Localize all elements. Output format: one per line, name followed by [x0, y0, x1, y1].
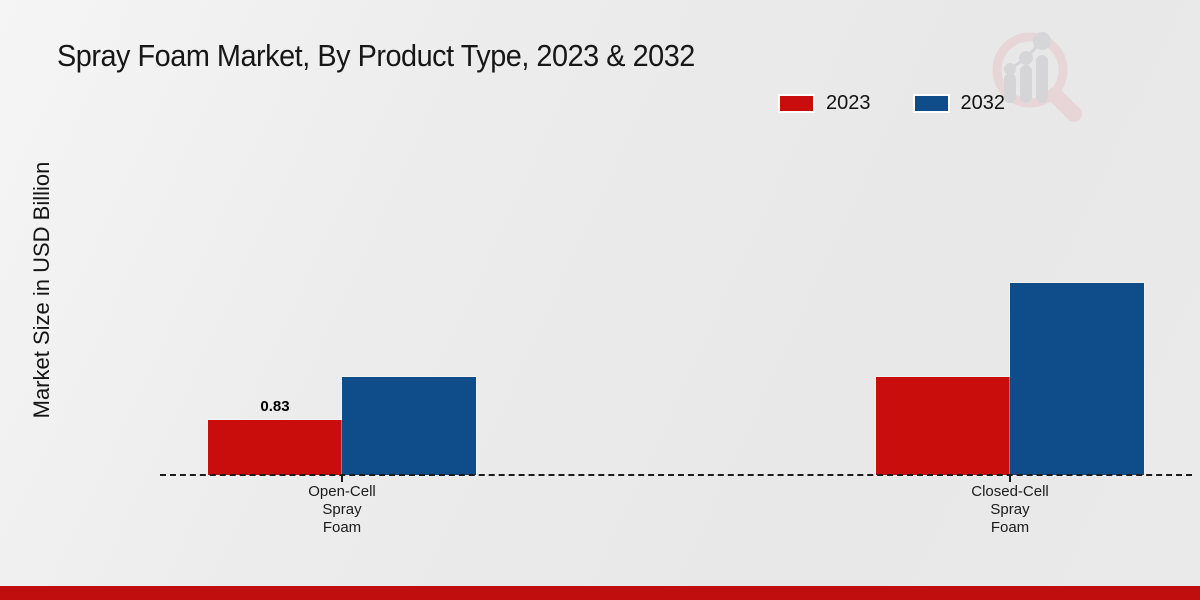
- legend-swatch-2023: [778, 94, 815, 113]
- y-axis-label: Market Size in USD Billion: [29, 161, 54, 419]
- legend-label-2032: 2032: [960, 92, 1006, 114]
- legend-swatch-2032: [912, 94, 950, 113]
- x-axis-tick: [341, 476, 343, 482]
- legend-item-2023: 2023: [778, 92, 871, 115]
- bar-2023-category-1: [876, 377, 1010, 475]
- category-label-0: Open-Cell Spray Foam: [308, 483, 376, 536]
- x-axis-tick: [1009, 476, 1011, 482]
- category-label-1: Closed-Cell Spray Foam: [971, 483, 1049, 536]
- magnifier-growth-chart-logo-icon: [992, 24, 1092, 129]
- bar-2023-category-0: [208, 420, 342, 475]
- bar-2032-category-1: [1010, 283, 1144, 475]
- legend: 2023 2032: [778, 92, 1005, 115]
- bottom-accent-bar: [0, 586, 1200, 600]
- chart-title: Spray Foam Market, By Product Type, 2023…: [57, 38, 695, 73]
- bar-2032-category-0: [342, 377, 476, 475]
- legend-item-2032: 2032: [912, 92, 1006, 115]
- legend-label-2023: 2023: [826, 92, 871, 114]
- bar-value-label: 0.83: [260, 398, 290, 415]
- x-axis-baseline: [160, 474, 1192, 476]
